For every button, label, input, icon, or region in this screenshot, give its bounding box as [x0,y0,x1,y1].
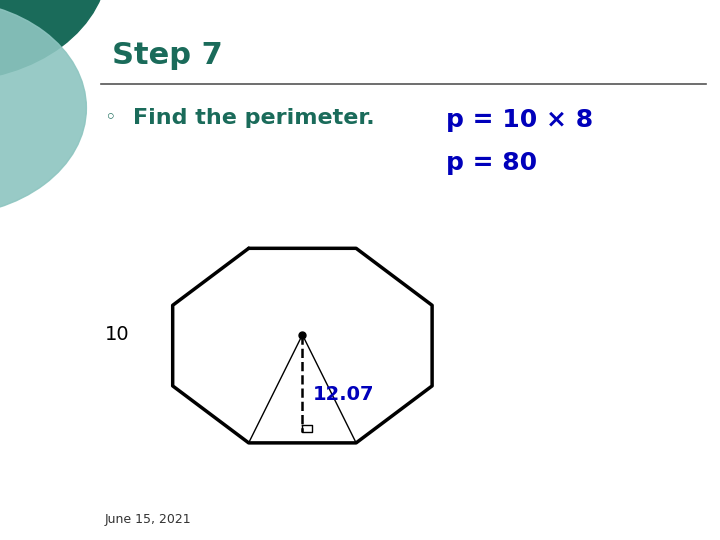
Text: 10: 10 [105,325,130,345]
Text: ◦: ◦ [104,108,116,127]
Text: p = 80: p = 80 [446,151,538,175]
Text: June 15, 2021: June 15, 2021 [104,514,191,526]
Text: Step 7: Step 7 [112,40,222,70]
Circle shape [0,0,108,81]
Text: Find the perimeter.: Find the perimeter. [133,108,375,128]
Circle shape [0,0,86,216]
Text: 12.07: 12.07 [313,384,374,404]
Text: p = 10 × 8: p = 10 × 8 [446,108,593,132]
